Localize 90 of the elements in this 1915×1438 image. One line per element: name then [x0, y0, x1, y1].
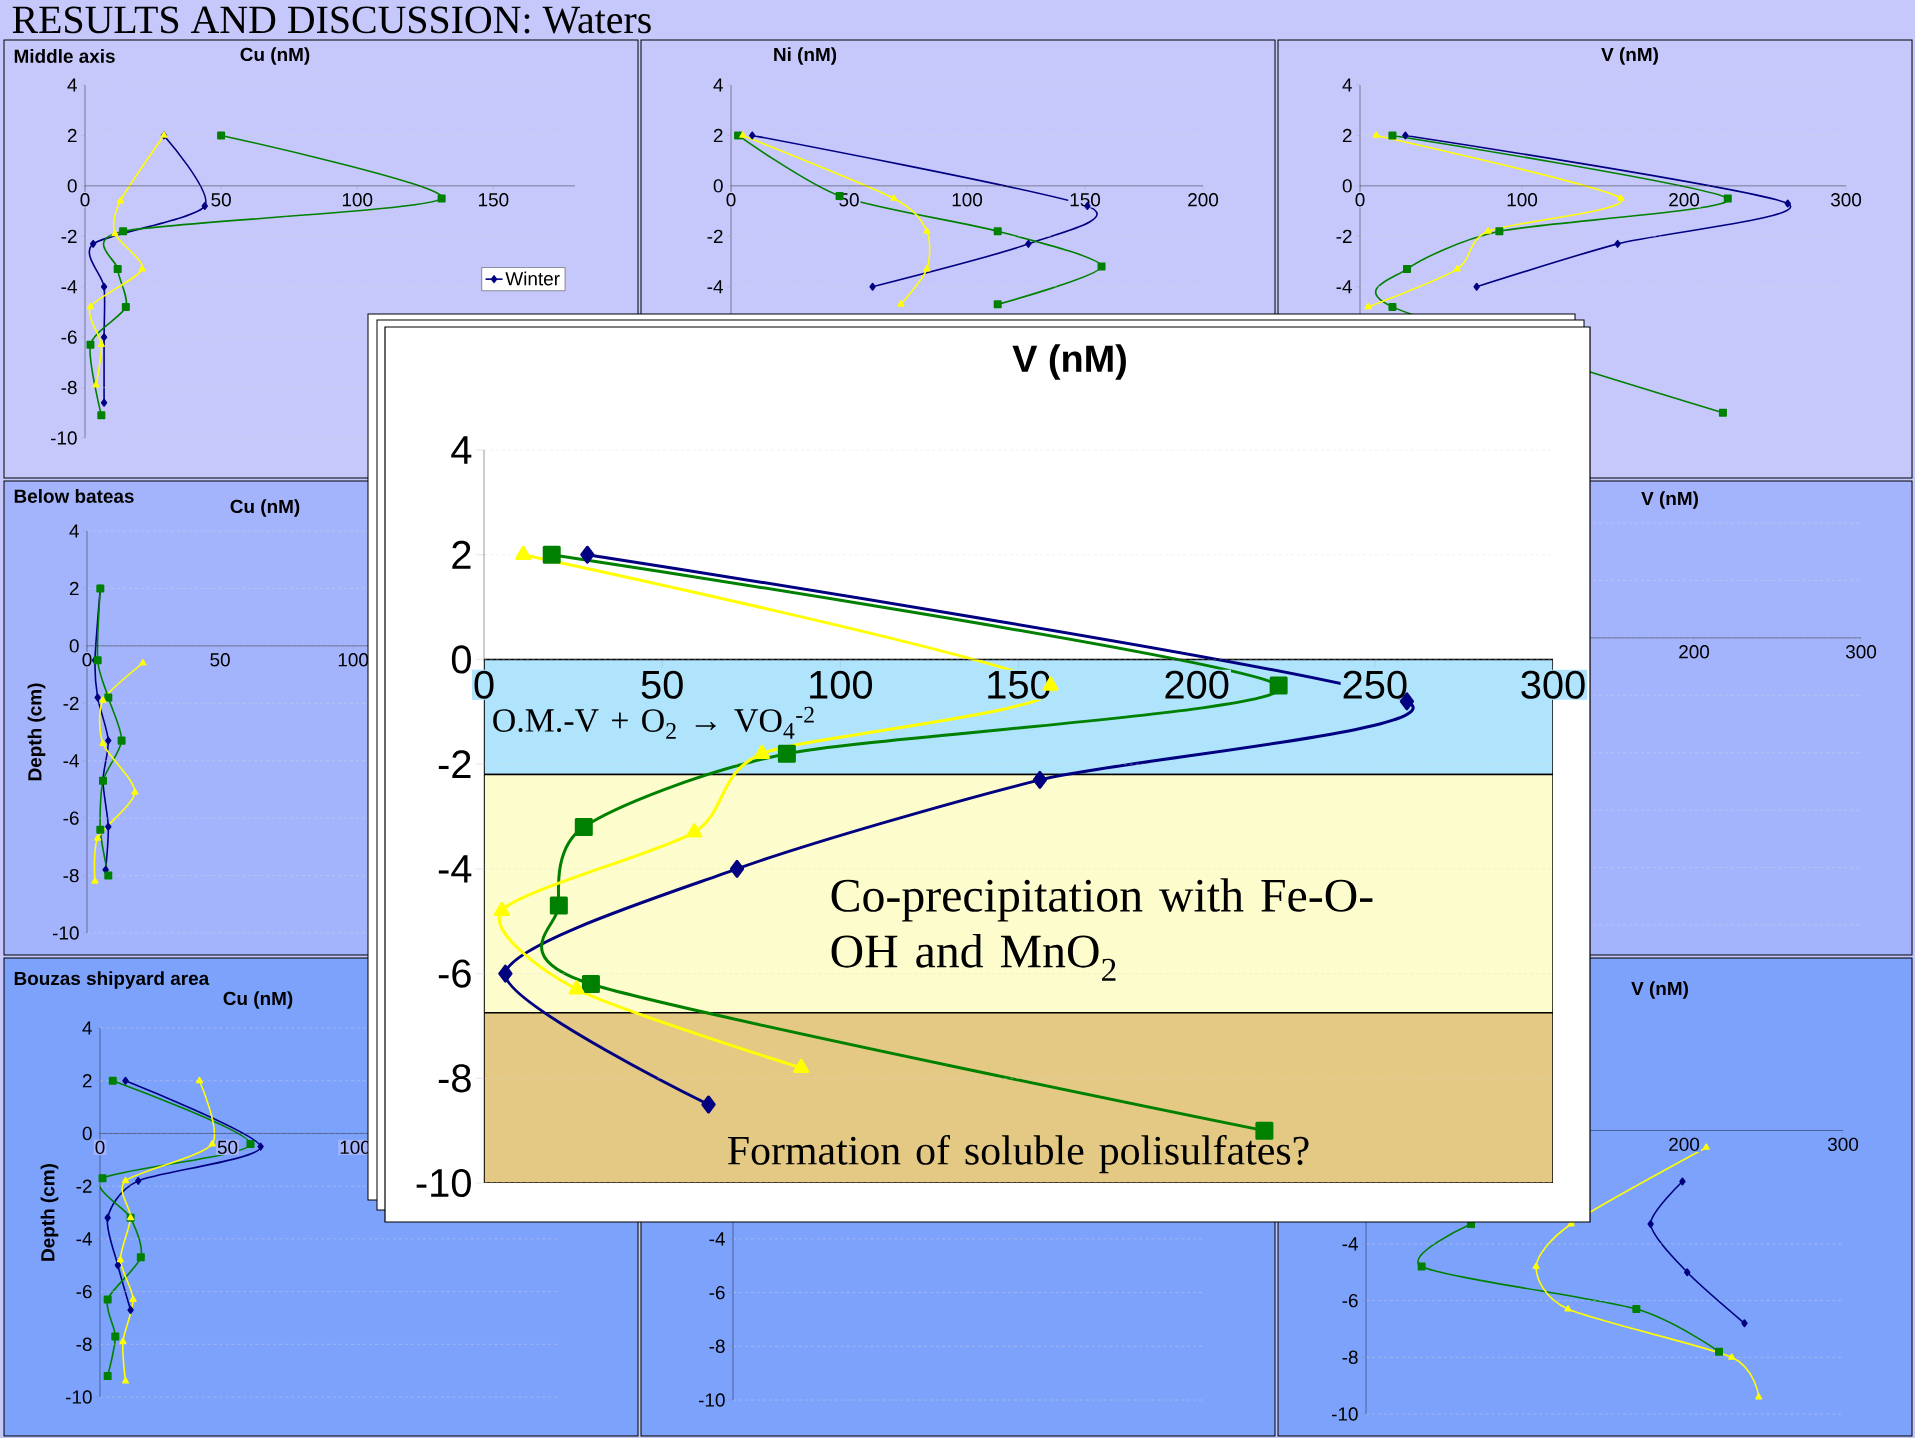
y-tick-label: -8 [1342, 1350, 1358, 1365]
x-tick-label: 100 [342, 193, 373, 207]
x-tick-label: 200 [1188, 193, 1219, 207]
y-tick-label: -10 [52, 926, 79, 940]
x-tick-label: 50 [211, 193, 231, 207]
x-tick-label: 300 [1845, 645, 1877, 659]
y-tick-label: -2 [63, 696, 79, 710]
y-tick-label: -6 [709, 1285, 725, 1300]
y-tick-label: -4 [709, 1232, 725, 1246]
chart-title: Cu (nM) [230, 499, 300, 517]
x-tick-label: 50 [217, 1140, 238, 1155]
y-tick-label: -6 [1342, 1293, 1358, 1308]
y-tick-label: -4 [438, 855, 472, 883]
x-tick-label: 250 [1343, 670, 1407, 699]
x-tick-label: 200 [1165, 670, 1229, 699]
chart-title: V (nM) [1641, 491, 1698, 509]
y-tick-label: -4 [1342, 1237, 1358, 1251]
y-tick-label: -2 [61, 229, 77, 243]
x-tick-label: 100 [1507, 193, 1538, 207]
y-tick-label: -2 [438, 750, 471, 779]
y-tick-label: -4 [61, 280, 77, 294]
x-tick-label: 100 [810, 670, 873, 699]
y-axis-title: Depth (cm) [40, 1164, 59, 1261]
x-tick-label: 50 [210, 653, 230, 667]
y-tick-label: -8 [709, 1339, 725, 1354]
x-tick-label: 50 [641, 670, 683, 699]
y-tick-label: -4 [707, 280, 723, 294]
y-tick-label: -4 [63, 754, 79, 768]
y-tick-label: -8 [63, 868, 79, 883]
y-tick-label: 2 [1342, 128, 1352, 143]
x-tick-label: 300 [1827, 1137, 1859, 1152]
x-tick-label: 300 [1521, 670, 1585, 699]
y-tick-label: -8 [76, 1337, 92, 1352]
y-tick-label: -8 [61, 380, 77, 395]
legend-label: Winter [505, 271, 560, 286]
band-label: Formation of soluble polisulfates? [728, 1134, 1309, 1174]
chart-subtitle: Middle axis [14, 49, 115, 63]
x-tick-label: 0 [95, 1140, 105, 1155]
y-tick-label: -10 [416, 1168, 471, 1198]
y-tick-label: -4 [1336, 280, 1352, 294]
y-tick-label: 0 [713, 179, 723, 193]
x-tick-label: 0 [726, 193, 736, 207]
chart-title: V (nM) [1631, 981, 1688, 999]
x-tick-label: 300 [1830, 193, 1862, 207]
y-tick-label: -10 [1331, 1407, 1358, 1421]
y-tick-label: -6 [438, 959, 471, 988]
y-tick-label: -10 [698, 1393, 725, 1407]
y-tick-label: -6 [63, 811, 79, 825]
y-tick-label: 4 [713, 78, 723, 92]
y-tick-label: 0 [67, 179, 77, 193]
y-tick-label: -10 [65, 1390, 92, 1404]
chart-title: V (nM) [1012, 344, 1126, 380]
y-tick-label: -4 [76, 1232, 92, 1246]
y-tick-label: 4 [1342, 78, 1352, 92]
x-tick-label: 200 [1679, 645, 1710, 659]
y-tick-label: -2 [76, 1179, 92, 1193]
y-tick-label: 4 [451, 436, 472, 464]
y-tick-label: 2 [69, 581, 79, 596]
y-tick-label: 0 [82, 1126, 92, 1141]
y-tick-label: 4 [82, 1021, 92, 1035]
y-tick-label: 2 [713, 128, 723, 143]
y-tick-label: -6 [76, 1284, 92, 1299]
x-tick-label: 100 [952, 193, 983, 207]
chart-title: Cu (nM) [240, 47, 310, 65]
chart-title: Cu (nM) [223, 991, 293, 1009]
x-tick-label: 200 [1669, 1137, 1700, 1152]
y-tick-label: 2 [67, 128, 77, 143]
y-tick-label: -2 [1336, 229, 1352, 243]
chart-subtitle: Below bateas [14, 489, 134, 503]
y-tick-label: 2 [82, 1074, 92, 1088]
y-tick-label: 2 [452, 540, 471, 569]
text: RESULTS AND DISCUSSION: Waters [12, 6, 651, 34]
band-label: Co-precipitation with Fe-O-OH and MnO$_{2}$ [831, 878, 1373, 981]
band-label: O.M.-V + O$_{2}$ → VO$_{4}$-2 [493, 706, 814, 739]
x-tick-label: 150 [1070, 193, 1101, 207]
x-tick-label: 150 [478, 193, 509, 207]
chart-title: V (nM) [1601, 47, 1658, 65]
x-tick-label: 200 [1669, 193, 1700, 207]
x-tick-label: 0 [474, 670, 494, 699]
y-tick-label: -8 [438, 1064, 471, 1093]
y-tick-label: 4 [67, 78, 77, 92]
y-tick-label: -6 [61, 330, 77, 344]
y-tick-label: -10 [50, 431, 77, 445]
x-tick-label: 100 [338, 653, 369, 667]
chart-subtitle: Bouzas shipyard area [14, 971, 210, 989]
y-tick-label: 0 [1342, 179, 1352, 193]
chart-title: Ni (nM) [774, 47, 837, 65]
y-tick-label: -2 [707, 229, 723, 243]
y-axis-title: Depth (cm) [27, 683, 46, 781]
y-tick-label: 4 [69, 524, 79, 538]
